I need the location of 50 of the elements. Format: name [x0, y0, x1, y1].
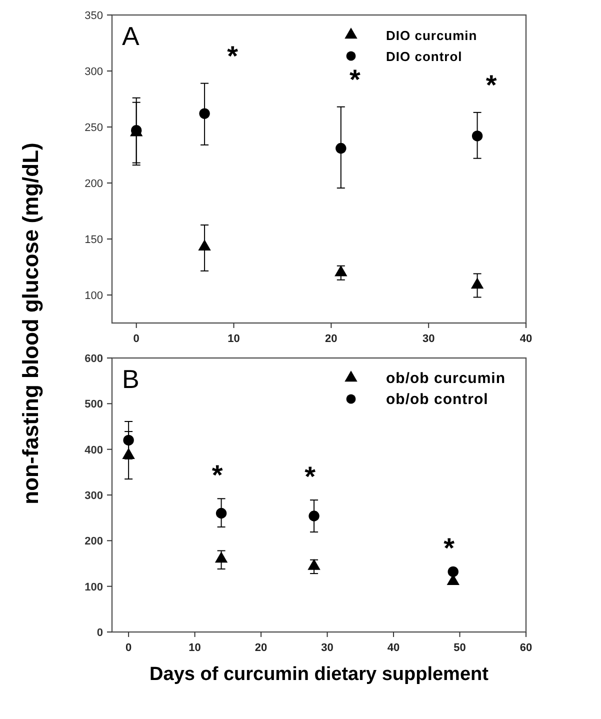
point	[216, 508, 227, 519]
y-tick-label: 100	[84, 581, 103, 594]
y-tick-label: 300	[84, 490, 103, 502]
y-tick-label: 300	[84, 66, 103, 78]
x-tick-label: 30	[321, 642, 334, 654]
legend-label: DIO curcumin	[386, 28, 478, 43]
x-tick-label: 50	[454, 642, 466, 654]
y-tick-label: 350	[84, 10, 103, 22]
y-tick-label: 250	[84, 122, 103, 134]
chart-title: A	[122, 21, 140, 51]
point	[470, 278, 484, 289]
legend-label: ob/ob curcumin	[386, 370, 506, 387]
y-tick-label: 200	[84, 178, 103, 190]
point	[308, 510, 320, 522]
point	[308, 558, 320, 570]
x-tick-label: 30	[422, 333, 435, 345]
legend-label: DIO control	[386, 49, 462, 64]
legend-label: ob/ob control	[386, 391, 488, 408]
x-tick-label: 40	[520, 333, 532, 345]
y-tick-label: 600	[84, 353, 103, 365]
x-tick-label: 0	[133, 333, 140, 345]
x-tick-label: 20	[254, 642, 268, 654]
chart-title: B	[122, 364, 140, 394]
x-tick-label: 0	[125, 642, 132, 654]
annotation: *	[486, 69, 497, 100]
point	[472, 130, 483, 142]
point	[123, 434, 134, 446]
annotation: *	[444, 532, 455, 564]
annotation: *	[349, 64, 360, 95]
y-tick-label: 400	[84, 444, 103, 456]
point	[334, 265, 348, 276]
y-axis-title: non-fasting blood glucose (mg/dL)	[18, 142, 43, 504]
y-tick-label: 200	[84, 536, 103, 548]
point	[198, 240, 211, 251]
x-tick-label: 40	[387, 642, 400, 654]
x-tick-label: 10	[188, 642, 201, 654]
annotation: *	[212, 460, 223, 491]
y-tick-label: 500	[84, 398, 103, 411]
x-tick-label: 60	[520, 642, 532, 654]
x-axis-title: Days of curcumin dietary supplement	[150, 664, 490, 685]
point	[214, 552, 228, 563]
x-tick-label: 20	[325, 333, 338, 345]
x-tick-label: 10	[228, 333, 240, 345]
annotation: *	[227, 40, 238, 72]
y-tick-label: 150	[84, 234, 103, 246]
point	[199, 108, 210, 119]
y-tick-label: 100	[84, 290, 103, 302]
point	[336, 142, 346, 154]
y-tick-label: 0	[96, 627, 103, 639]
annotation: *	[304, 461, 316, 492]
